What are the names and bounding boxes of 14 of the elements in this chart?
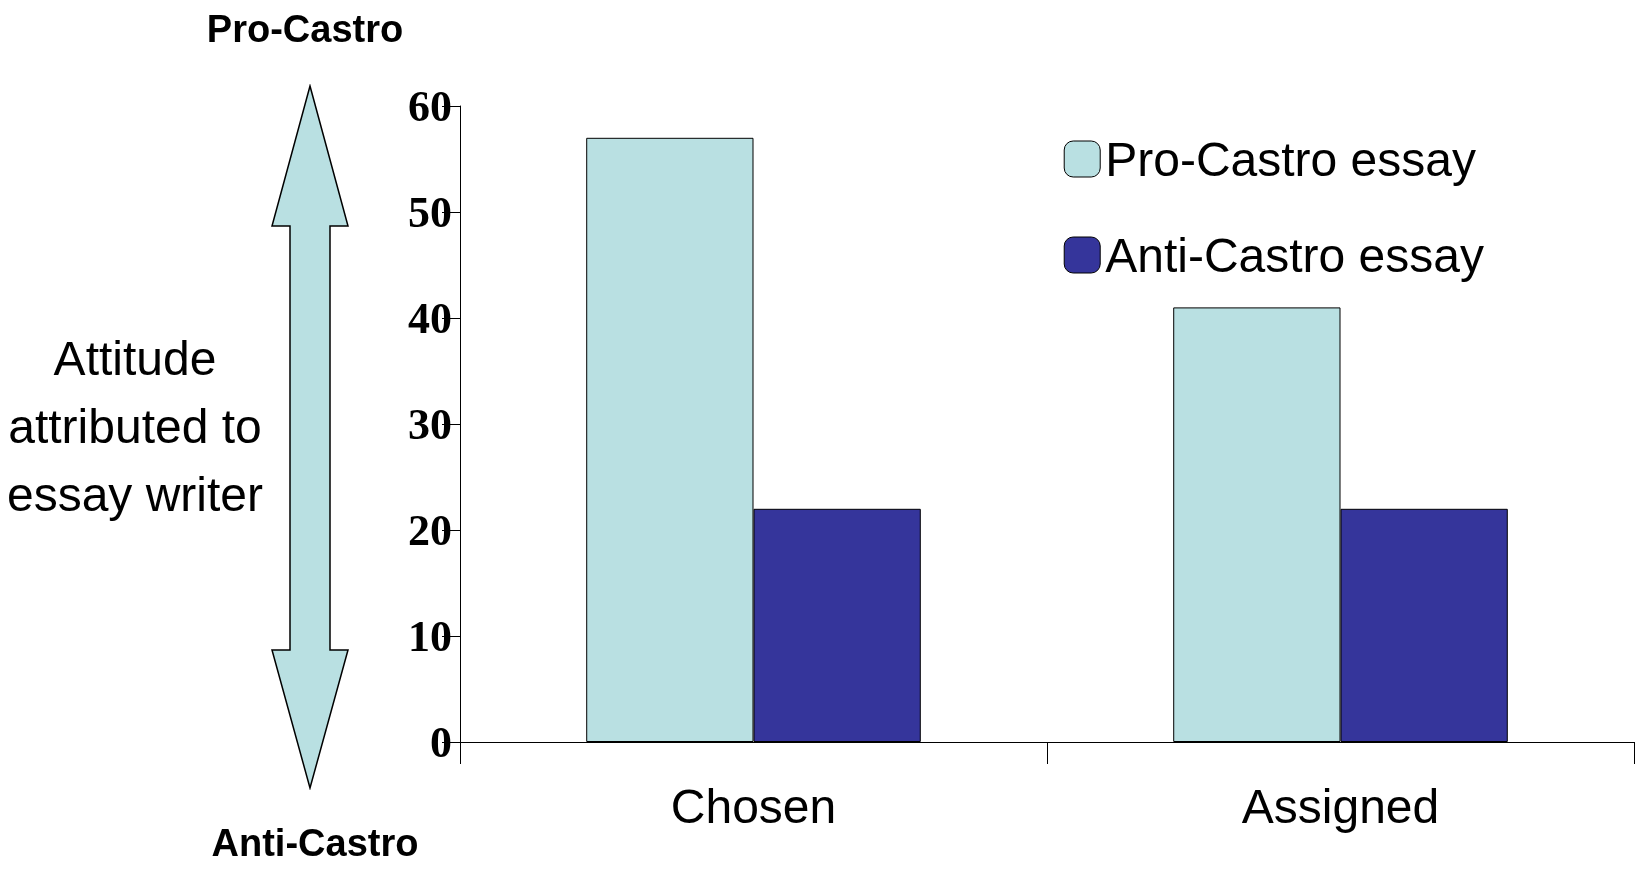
text: Pro-Castro [205,8,405,51]
text: Anti-Castro [210,822,420,865]
x-tick-label: Assigned [1241,779,1440,833]
y-tick-label: 10 [408,611,452,661]
legend-label: Anti-Castro essay [1105,228,1484,282]
y-tick-label: 40 [408,293,452,343]
y-tick-label: 30 [408,399,452,449]
legend-label: Pro-Castro essay [1105,132,1476,186]
y-tick-label: 60 [408,81,452,131]
y-axis-title: Attitude attributed to essay writer [5,331,265,523]
x-tick-label: Chosen [670,779,837,833]
y-tick-label: 20 [408,505,452,555]
y-tick-label: 0 [430,717,452,767]
y-tick-label: 50 [408,187,452,237]
